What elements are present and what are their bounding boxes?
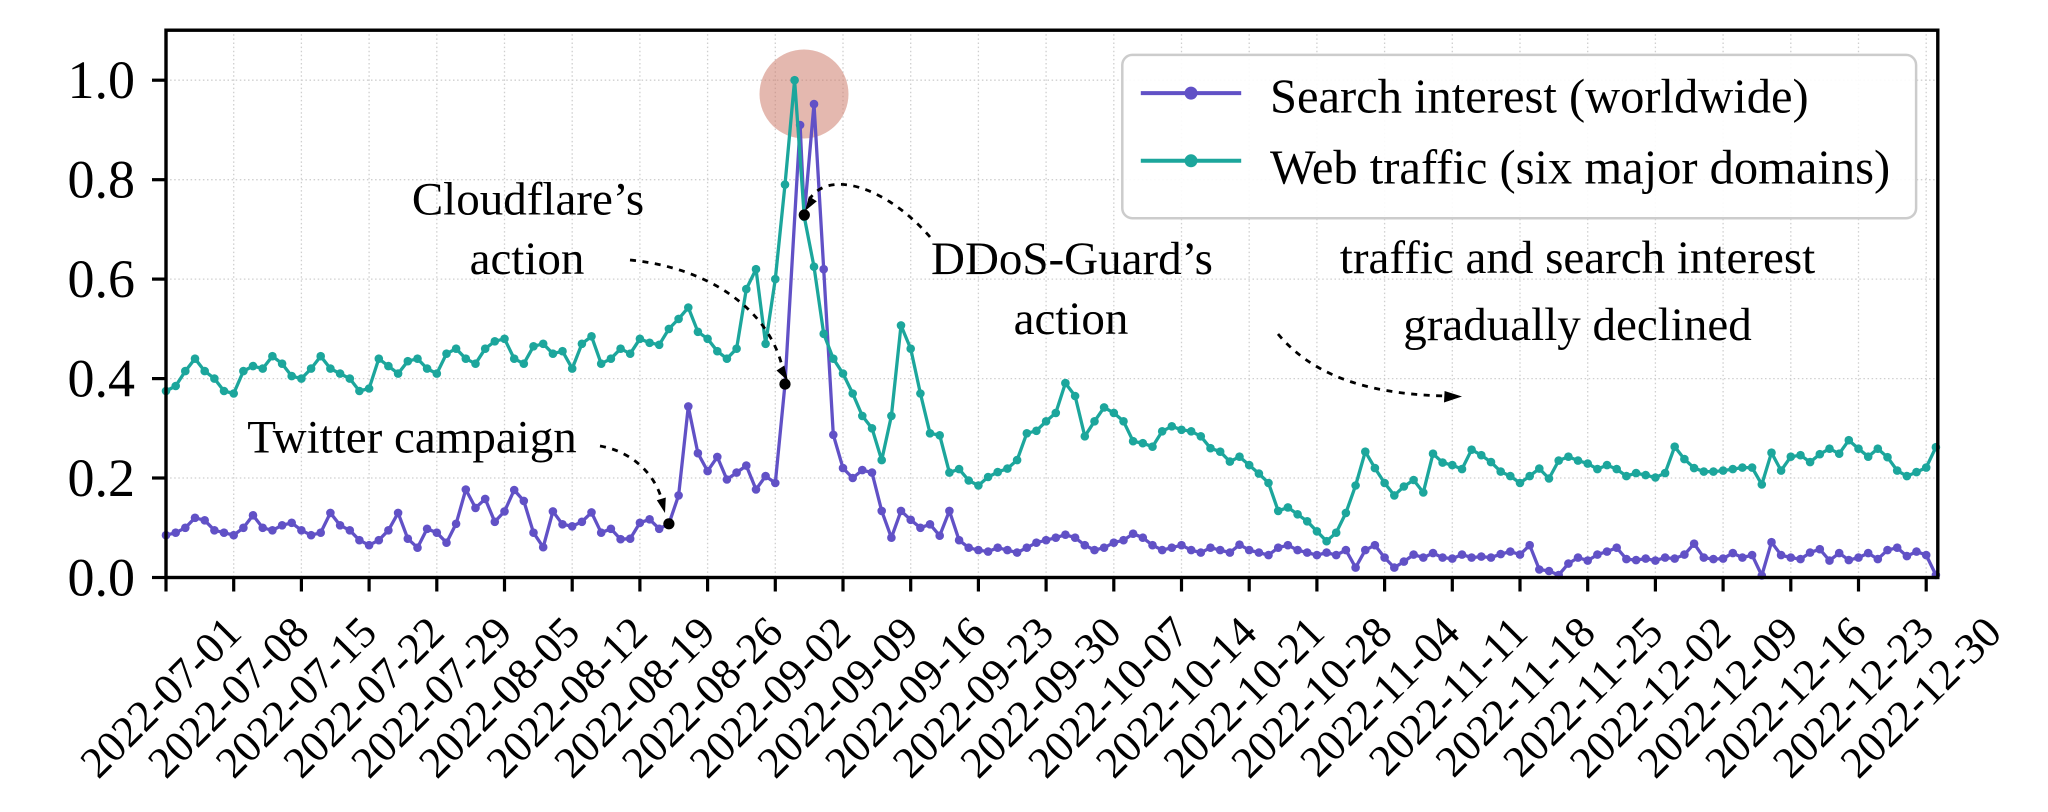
svg-text:Cloudflare’s: Cloudflare’s — [412, 174, 644, 226]
svg-text:1.0: 1.0 — [68, 50, 136, 110]
svg-text:0.0: 0.0 — [68, 548, 136, 608]
svg-text:0.2: 0.2 — [68, 448, 136, 508]
svg-text:action: action — [1014, 293, 1129, 345]
svg-text:0.6: 0.6 — [68, 249, 136, 309]
svg-text:Twitter campaign: Twitter campaign — [247, 412, 577, 464]
svg-text:0.4: 0.4 — [68, 349, 136, 409]
svg-text:action: action — [470, 233, 585, 285]
svg-text:gradually declined: gradually declined — [1403, 299, 1751, 351]
svg-text:traffic and search interest: traffic and search interest — [1340, 232, 1815, 284]
svg-text:DDoS-Guard’s: DDoS-Guard’s — [931, 233, 1213, 285]
svg-text:0.8: 0.8 — [68, 150, 136, 210]
svg-text:Search interest (worldwide): Search interest (worldwide) — [1270, 70, 1809, 123]
svg-text:Web traffic (six major domains: Web traffic (six major domains) — [1270, 141, 1890, 194]
